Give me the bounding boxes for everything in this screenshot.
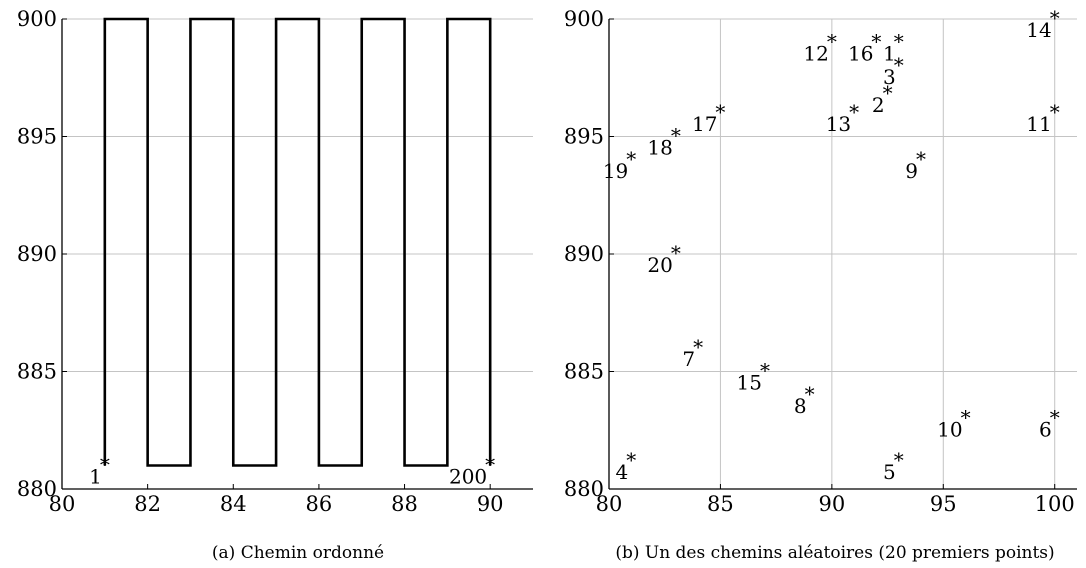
chart-caption: (b) Un des chemins aléatoires (20 premie… xyxy=(615,543,1054,563)
y-tick-label: 890 xyxy=(564,242,604,266)
x-tick-label: 84 xyxy=(220,492,247,516)
y-tick-label: 885 xyxy=(564,360,604,384)
point-label: 5 xyxy=(883,460,896,484)
point-marker: * xyxy=(805,382,815,406)
y-tick-label: 900 xyxy=(564,7,604,31)
point-marker: * xyxy=(827,30,837,54)
point-label: 12 xyxy=(803,42,828,66)
point-label: 10 xyxy=(937,418,962,442)
point-marker: * xyxy=(626,448,636,472)
point-marker: * xyxy=(849,100,859,124)
point-marker: * xyxy=(626,147,636,171)
point-label: 200 xyxy=(449,465,487,489)
x-tick-label: 80 xyxy=(49,492,76,516)
chart-caption: (a) Chemin ordonné xyxy=(212,543,384,563)
point-marker: * xyxy=(1050,406,1060,430)
point-label: 9 xyxy=(905,159,918,183)
point-label: 14 xyxy=(1026,18,1051,42)
x-tick-label: 85 xyxy=(707,492,734,516)
x-tick-label: 86 xyxy=(306,492,333,516)
point-label: 1 xyxy=(883,42,896,66)
y-tick-label: 900 xyxy=(17,7,57,31)
point-marker: * xyxy=(1050,100,1060,124)
x-tick-label: 88 xyxy=(391,492,418,516)
point-marker: * xyxy=(760,359,770,383)
y-tick-label: 895 xyxy=(17,125,57,149)
point-marker: * xyxy=(100,453,110,477)
point-label: 1 xyxy=(89,465,102,489)
point-label: 6 xyxy=(1039,418,1052,442)
y-tick-label: 885 xyxy=(17,360,57,384)
point-marker: * xyxy=(916,147,926,171)
point-marker: * xyxy=(1050,6,1060,30)
y-tick-label: 890 xyxy=(17,242,57,266)
series-line xyxy=(103,17,492,467)
y-tick-label: 895 xyxy=(564,125,604,149)
point-label: 11 xyxy=(1026,112,1051,136)
point-marker: * xyxy=(871,30,881,54)
point-label: 18 xyxy=(647,136,672,160)
point-label: 2 xyxy=(872,93,885,117)
x-tick-label: 95 xyxy=(930,492,957,516)
point-label: 19 xyxy=(603,159,628,183)
point-label: 3 xyxy=(883,65,896,89)
point-label: 13 xyxy=(826,112,851,136)
x-tick-label: 90 xyxy=(477,492,504,516)
point-marker: * xyxy=(715,100,725,124)
point-label: 4 xyxy=(616,460,629,484)
point-marker: * xyxy=(693,335,703,359)
point-label: 15 xyxy=(737,371,762,395)
point-label: 7 xyxy=(682,347,695,371)
point-marker: * xyxy=(894,448,904,472)
y-tick-label: 880 xyxy=(564,477,604,501)
point-label: 20 xyxy=(647,253,672,277)
point-marker: * xyxy=(671,124,681,148)
point-marker: * xyxy=(485,453,495,477)
point-marker: * xyxy=(961,406,971,430)
y-tick-label: 880 xyxy=(17,477,57,501)
x-tick-label: 82 xyxy=(134,492,161,516)
x-tick-label: 100 xyxy=(1035,492,1075,516)
point-label: 8 xyxy=(794,394,807,418)
x-tick-label: 80 xyxy=(596,492,623,516)
point-marker: * xyxy=(883,81,893,105)
point-marker: * xyxy=(671,241,681,265)
point-label: 17 xyxy=(692,112,717,136)
point-marker: * xyxy=(894,30,904,54)
point-label: 16 xyxy=(848,42,873,66)
point-marker: * xyxy=(894,53,904,77)
x-tick-label: 90 xyxy=(818,492,845,516)
